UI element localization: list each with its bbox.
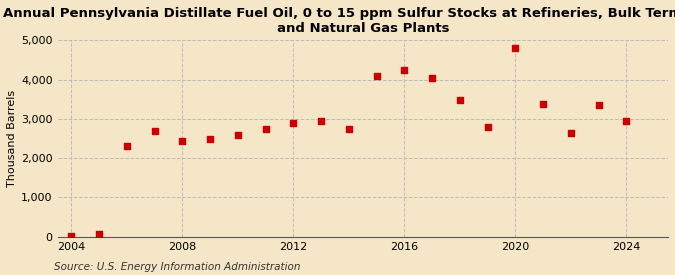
Point — [621, 119, 632, 123]
Point — [149, 128, 160, 133]
Y-axis label: Thousand Barrels: Thousand Barrels — [7, 90, 17, 187]
Point — [122, 144, 132, 148]
Point — [177, 139, 188, 143]
Point — [593, 103, 604, 108]
Point — [371, 73, 382, 78]
Title: Annual Pennsylvania Distillate Fuel Oil, 0 to 15 ppm Sulfur Stocks at Refineries: Annual Pennsylvania Distillate Fuel Oil,… — [3, 7, 675, 35]
Point — [566, 131, 576, 135]
Point — [399, 68, 410, 72]
Point — [454, 98, 465, 102]
Point — [510, 46, 521, 50]
Point — [483, 125, 493, 129]
Point — [205, 137, 215, 141]
Point — [427, 76, 437, 81]
Point — [261, 126, 271, 131]
Point — [94, 232, 105, 236]
Point — [538, 102, 549, 106]
Point — [316, 119, 327, 123]
Point — [288, 120, 299, 125]
Point — [344, 127, 354, 131]
Point — [66, 234, 77, 239]
Text: Source: U.S. Energy Information Administration: Source: U.S. Energy Information Administ… — [54, 262, 300, 272]
Point — [233, 132, 244, 137]
